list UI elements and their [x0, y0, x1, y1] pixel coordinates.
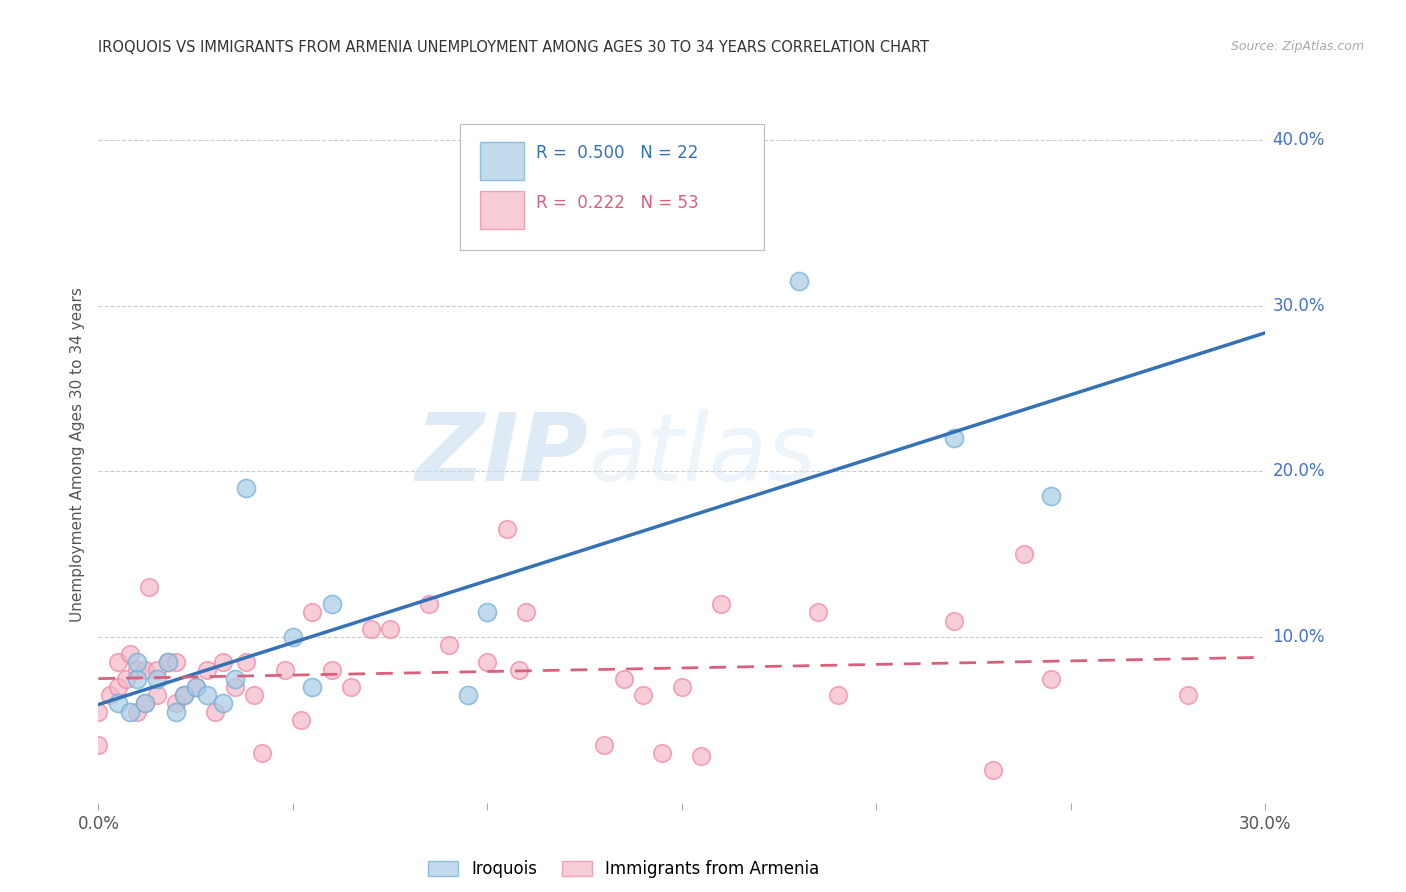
- Point: [118, 705, 141, 719]
- Point: [827, 688, 849, 702]
- Point: [378, 622, 402, 636]
- Point: [204, 705, 226, 719]
- Point: [165, 697, 187, 711]
- Point: [235, 655, 257, 669]
- Point: [107, 697, 129, 711]
- Point: [1040, 672, 1063, 686]
- Point: [290, 713, 312, 727]
- Point: [301, 680, 323, 694]
- Legend: Iroquois, Immigrants from Armenia: Iroquois, Immigrants from Armenia: [420, 854, 827, 885]
- Point: [943, 431, 966, 445]
- Point: [134, 663, 156, 677]
- Point: [107, 655, 129, 669]
- Point: [127, 655, 149, 669]
- Point: [146, 672, 169, 686]
- Point: [243, 688, 266, 702]
- Point: [321, 597, 343, 611]
- Text: 20.0%: 20.0%: [1272, 462, 1324, 481]
- FancyBboxPatch shape: [479, 191, 524, 228]
- Text: Source: ZipAtlas.com: Source: ZipAtlas.com: [1230, 40, 1364, 54]
- FancyBboxPatch shape: [479, 142, 524, 180]
- Point: [457, 688, 479, 702]
- Point: [787, 274, 810, 288]
- Text: 30.0%: 30.0%: [1272, 297, 1324, 315]
- Point: [671, 680, 693, 694]
- Point: [118, 647, 141, 661]
- Point: [98, 688, 121, 702]
- Point: [107, 680, 129, 694]
- Point: [235, 481, 257, 495]
- Point: [274, 663, 297, 677]
- Point: [195, 688, 218, 702]
- Point: [437, 639, 460, 653]
- Point: [127, 663, 149, 677]
- Point: [807, 605, 830, 619]
- Point: [173, 688, 195, 702]
- Text: atlas: atlas: [589, 409, 817, 500]
- Point: [195, 663, 218, 677]
- Point: [360, 622, 382, 636]
- Point: [87, 738, 110, 752]
- Text: R =  0.222   N = 53: R = 0.222 N = 53: [536, 194, 699, 212]
- Point: [165, 655, 187, 669]
- Text: 10.0%: 10.0%: [1272, 628, 1324, 646]
- Point: [321, 663, 343, 677]
- Point: [301, 605, 323, 619]
- Text: R =  0.500   N = 22: R = 0.500 N = 22: [536, 144, 699, 162]
- Text: 40.0%: 40.0%: [1272, 131, 1324, 149]
- Point: [212, 655, 235, 669]
- Point: [515, 605, 537, 619]
- Point: [212, 697, 235, 711]
- Point: [631, 688, 654, 702]
- Point: [87, 705, 110, 719]
- Point: [281, 630, 304, 644]
- Point: [114, 672, 136, 686]
- Point: [1012, 547, 1035, 561]
- Point: [651, 746, 673, 760]
- Point: [477, 655, 499, 669]
- Point: [146, 688, 169, 702]
- Point: [224, 672, 246, 686]
- Point: [710, 597, 733, 611]
- Point: [340, 680, 363, 694]
- Point: [138, 581, 160, 595]
- Text: IROQUOIS VS IMMIGRANTS FROM ARMENIA UNEMPLOYMENT AMONG AGES 30 TO 34 YEARS CORRE: IROQUOIS VS IMMIGRANTS FROM ARMENIA UNEM…: [98, 40, 929, 55]
- Point: [127, 672, 149, 686]
- Point: [224, 680, 246, 694]
- Point: [184, 680, 207, 694]
- Point: [127, 705, 149, 719]
- Point: [157, 655, 180, 669]
- Point: [508, 663, 530, 677]
- Point: [134, 697, 156, 711]
- Point: [495, 523, 517, 537]
- Point: [184, 680, 207, 694]
- Point: [477, 605, 499, 619]
- Point: [593, 738, 616, 752]
- Point: [612, 672, 634, 686]
- FancyBboxPatch shape: [460, 124, 763, 250]
- Point: [250, 746, 273, 760]
- Point: [1040, 489, 1063, 503]
- Point: [1177, 688, 1199, 702]
- Y-axis label: Unemployment Among Ages 30 to 34 years: Unemployment Among Ages 30 to 34 years: [70, 287, 86, 623]
- Point: [146, 663, 169, 677]
- Point: [943, 614, 966, 628]
- Point: [418, 597, 440, 611]
- Point: [134, 697, 156, 711]
- Point: [981, 763, 1004, 777]
- Text: ZIP: ZIP: [416, 409, 589, 501]
- Point: [165, 705, 187, 719]
- Point: [173, 688, 195, 702]
- Point: [690, 749, 713, 764]
- Point: [157, 655, 180, 669]
